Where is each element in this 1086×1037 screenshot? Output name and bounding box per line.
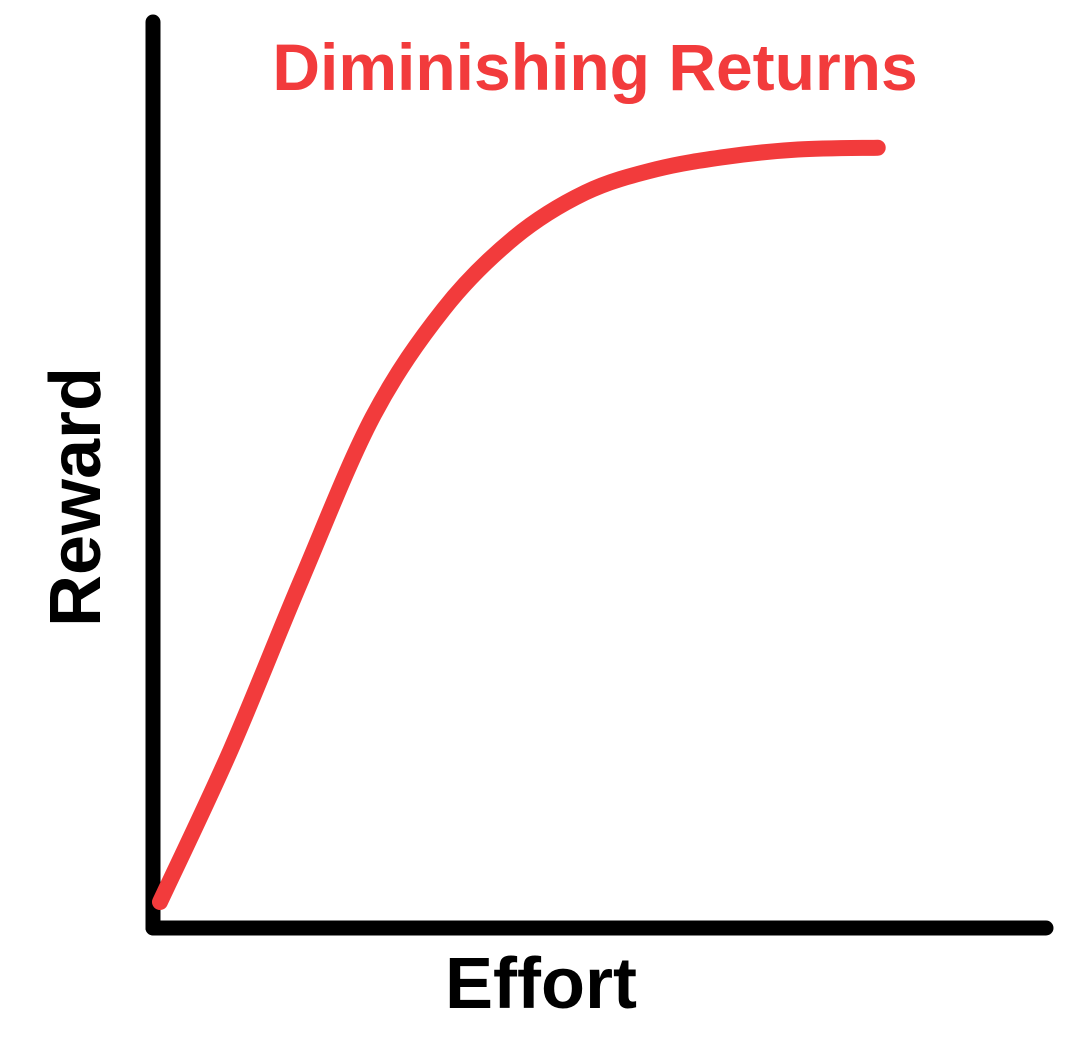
- chart-title: Diminishing Returns: [272, 30, 917, 104]
- series-line: [152, 139, 886, 910]
- x-axis-label: Effort: [445, 944, 637, 1024]
- y-axis-label: Reward: [36, 367, 116, 627]
